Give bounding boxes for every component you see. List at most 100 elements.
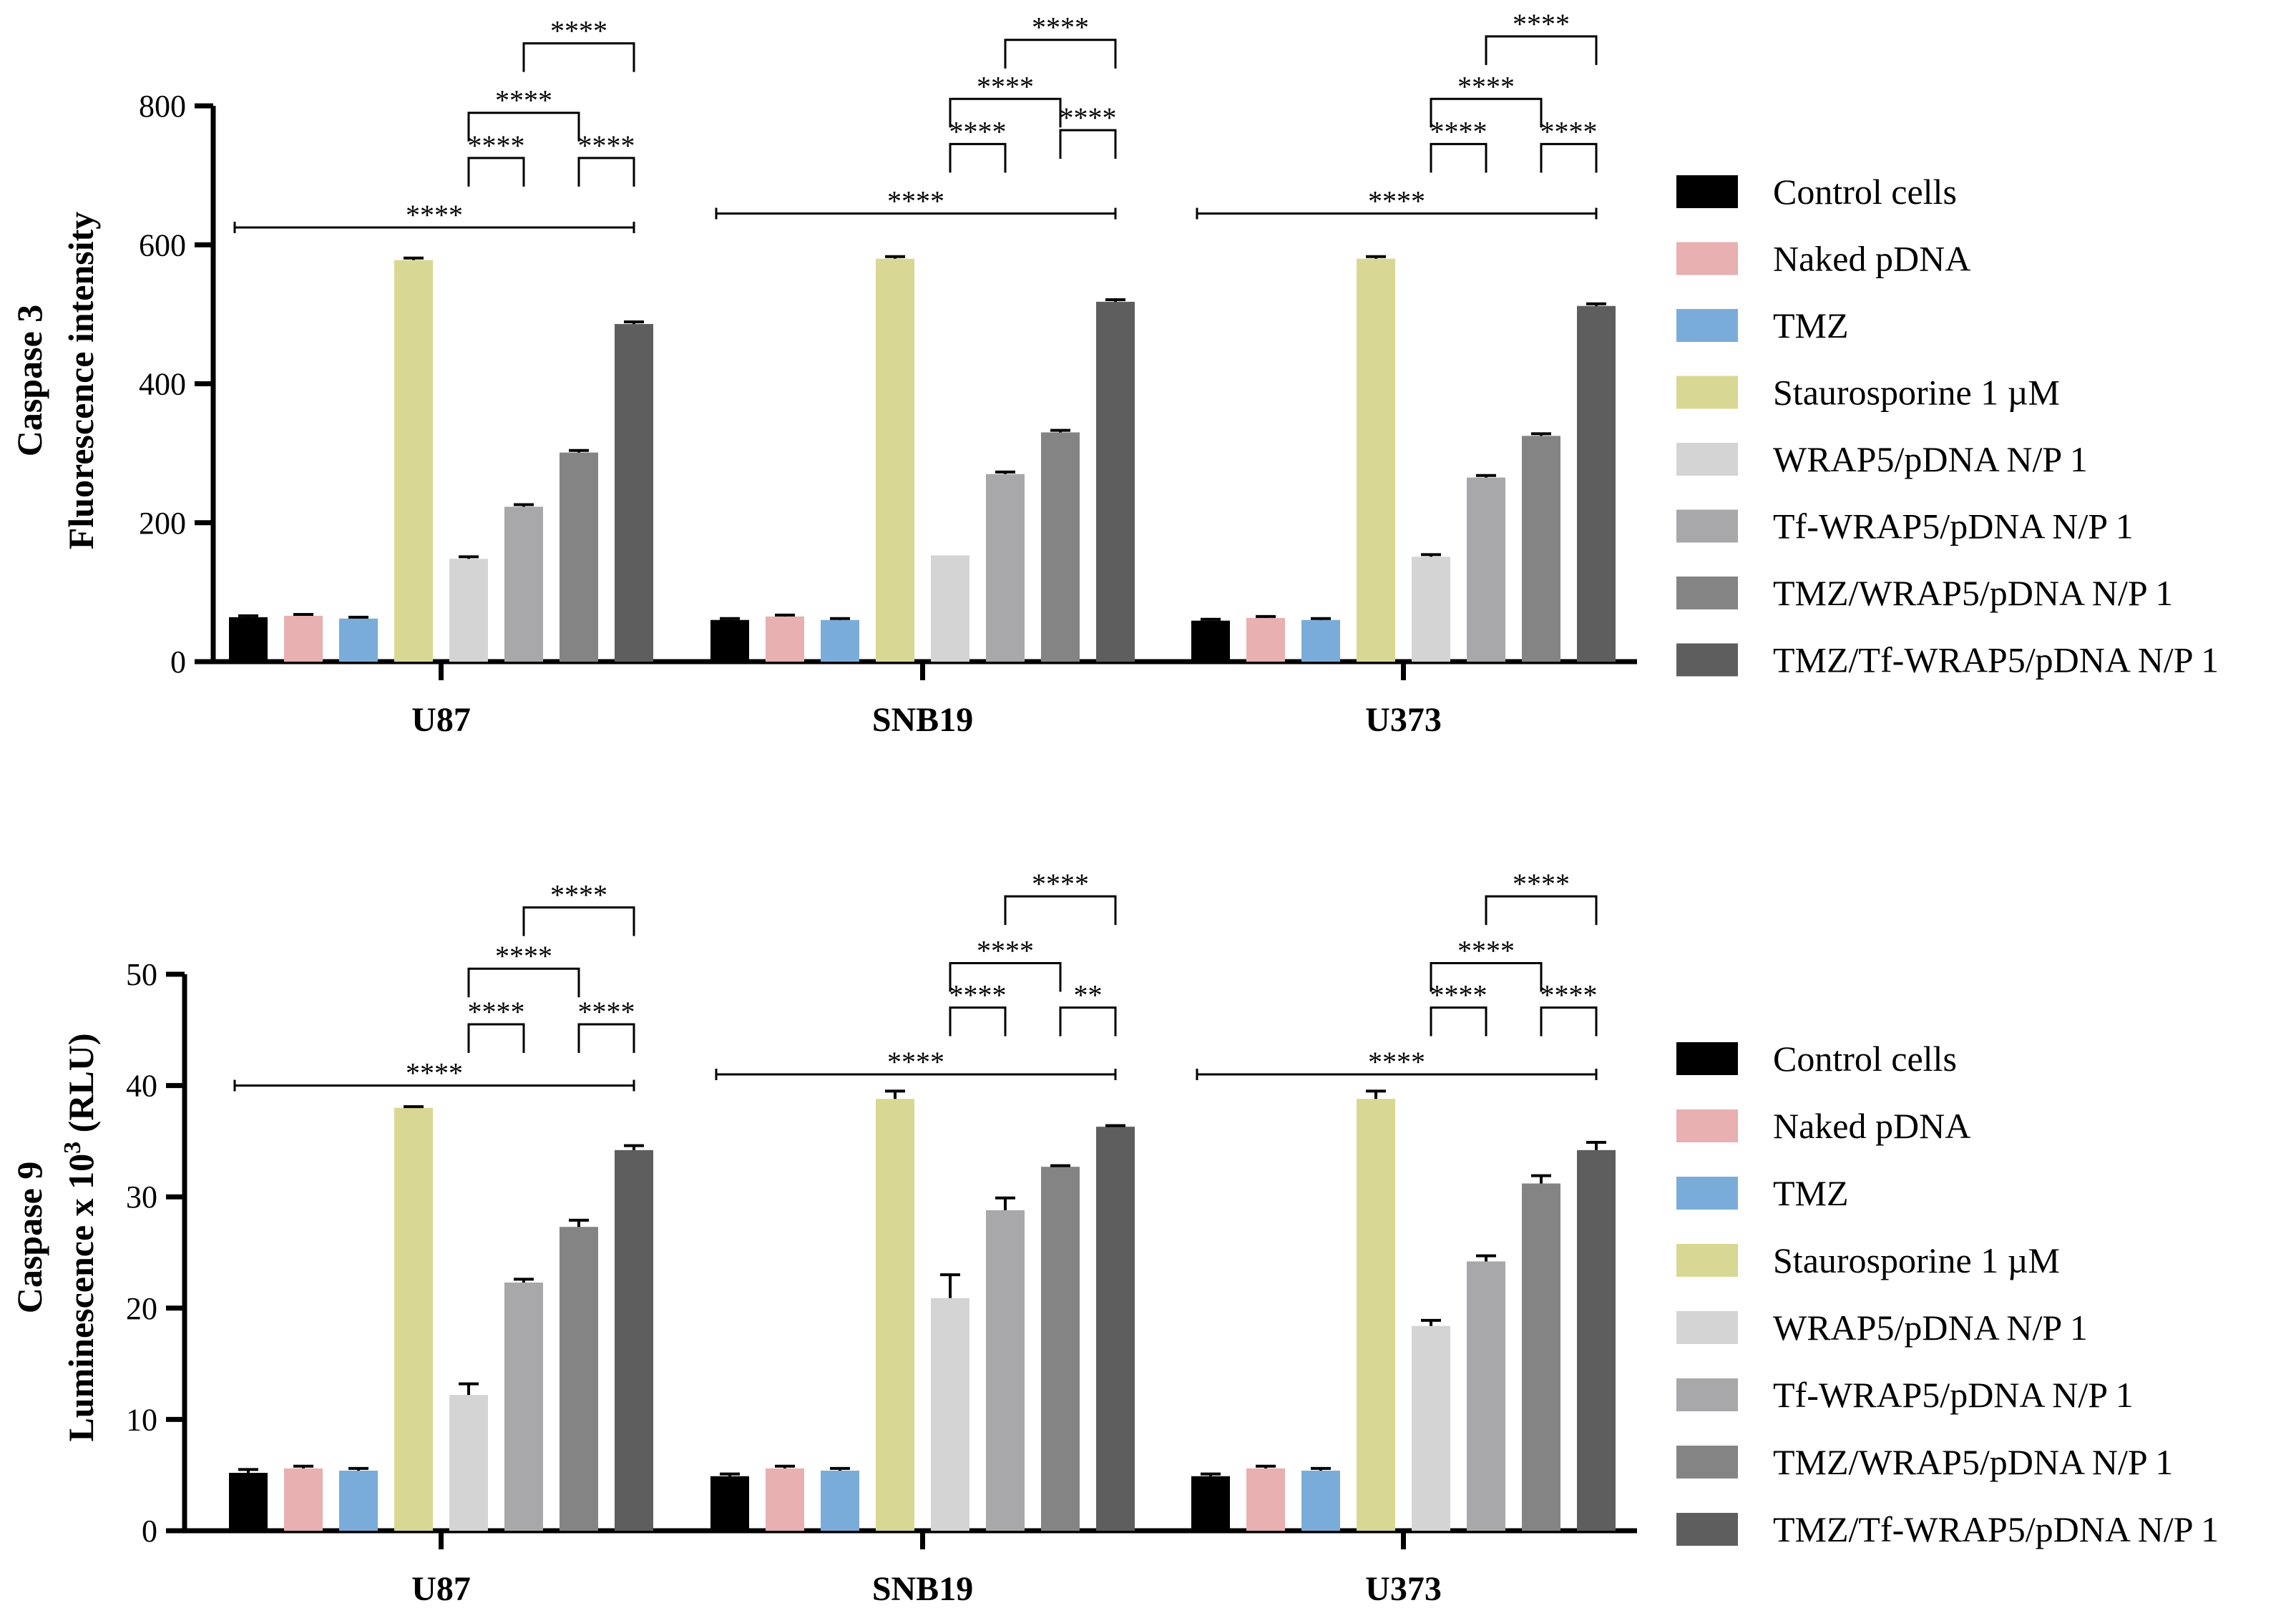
significance-bracket <box>1485 35 1598 65</box>
bar <box>986 474 1025 662</box>
y-tick-label: 10 <box>126 1402 157 1437</box>
significance-label: **** <box>1430 979 1487 1011</box>
bar <box>1522 436 1560 662</box>
legend-swatch <box>1676 1244 1738 1277</box>
significance-label: **** <box>1457 70 1515 102</box>
y-axis-title: Caspase 3 <box>9 305 49 457</box>
significance-bracket <box>1004 39 1117 69</box>
bar <box>1467 1261 1505 1531</box>
y-tick-label: 400 <box>139 367 186 402</box>
significance-label: **** <box>406 1057 463 1089</box>
legend-label: TMZ/WRAP5/pDNA N/P 1 <box>1773 1442 2173 1482</box>
significance-label: **** <box>578 996 635 1028</box>
bar <box>560 1227 598 1531</box>
legend-swatch <box>1676 443 1738 476</box>
bar <box>504 506 543 662</box>
significance-label: **** <box>1032 868 1089 900</box>
bar <box>229 1473 268 1531</box>
bar <box>1041 1167 1080 1531</box>
y-tick-label: 50 <box>126 957 157 992</box>
legend-label: Control cells <box>1773 1039 1957 1079</box>
significance-label: ** <box>1074 979 1103 1011</box>
x-tick-label: U373 <box>1365 1570 1442 1608</box>
legend-label: Staurosporine 1 µM <box>1773 1240 2060 1280</box>
significance-label: **** <box>977 70 1034 102</box>
significance-bracket <box>522 906 635 936</box>
bar <box>766 616 804 662</box>
significance-label: **** <box>1368 185 1425 217</box>
bar <box>1522 1183 1560 1531</box>
legend-label: WRAP5/pDNA N/P 1 <box>1773 439 2088 479</box>
bar <box>1577 1149 1616 1531</box>
significance-bracket <box>949 1006 1007 1036</box>
legend-label: Naked pDNA <box>1773 239 1970 279</box>
y-tick-label: 40 <box>126 1069 157 1104</box>
y-tick-label: 0 <box>142 1514 157 1549</box>
y-axis-subtitle: Luminescence x 103 (RLU) <box>59 1033 101 1441</box>
bar <box>821 1470 859 1531</box>
bar <box>1096 301 1135 662</box>
legend-label: Tf-WRAP5/pDNA N/P 1 <box>1773 506 2134 546</box>
y-tick-label: 800 <box>139 89 186 124</box>
bar <box>1246 1468 1285 1531</box>
bar <box>1301 1470 1340 1531</box>
bar <box>394 260 433 662</box>
x-tick-label: SNB19 <box>872 1570 973 1608</box>
bar <box>284 1468 323 1531</box>
significance-label: **** <box>1032 11 1089 44</box>
legend-label: Tf-WRAP5/pDNA N/P 1 <box>1773 1375 2134 1415</box>
bar <box>615 323 653 662</box>
legend-label: Control cells <box>1773 172 1957 212</box>
legend-swatch <box>1676 1042 1738 1075</box>
bar <box>339 1470 378 1531</box>
significance-label: **** <box>406 199 463 231</box>
significance-label: **** <box>495 940 552 972</box>
legend-label: TMZ/WRAP5/pDNA N/P 1 <box>1773 573 2173 613</box>
significance-bracket <box>577 1023 635 1054</box>
x-tick-label: U87 <box>411 1570 471 1608</box>
legend-label: TMZ/Tf-WRAP5/pDNA N/P 1 <box>1773 1509 2219 1549</box>
bar <box>1412 557 1450 662</box>
bar <box>1246 617 1285 662</box>
significance-label: **** <box>949 115 1007 147</box>
legend-label: Staurosporine 1 µM <box>1773 373 2060 413</box>
legend-swatch <box>1676 1513 1738 1546</box>
legend-swatch <box>1676 1311 1738 1344</box>
y-tick-label: 0 <box>170 644 186 680</box>
significance-bracket <box>1430 97 1543 128</box>
significance-bracket <box>949 142 1007 173</box>
bar <box>1191 620 1230 662</box>
bar <box>1357 258 1395 662</box>
bar <box>449 559 488 662</box>
significance-bracket <box>1059 1006 1117 1036</box>
bar <box>1577 305 1616 662</box>
bar <box>1191 1476 1230 1531</box>
significance-bracket <box>467 1023 525 1054</box>
significance-bracket <box>949 961 1062 992</box>
significance-label: **** <box>949 979 1007 1011</box>
significance-bracket <box>522 42 635 72</box>
significance-label: **** <box>1430 115 1487 147</box>
significance-bracket <box>1430 1006 1487 1036</box>
significance-label: **** <box>578 129 635 162</box>
legend-swatch <box>1676 643 1738 677</box>
significance-label: **** <box>1513 8 1570 40</box>
bar <box>1301 619 1340 662</box>
significance-label: **** <box>1540 979 1598 1011</box>
bar <box>931 555 969 662</box>
bar <box>710 1476 749 1531</box>
bar <box>710 619 749 662</box>
significance-bracket <box>1004 895 1117 926</box>
bar <box>821 619 859 662</box>
bar <box>1412 1325 1450 1531</box>
caspase3-panel: 0 200 400 600 800 Caspase 3 Fluorescence inten… <box>9 8 2219 739</box>
x-tick-label: U373 <box>1365 701 1442 739</box>
legend-swatch <box>1676 1177 1738 1210</box>
legend-swatch <box>1676 242 1738 275</box>
significance-label: **** <box>887 1046 944 1078</box>
bar <box>766 1468 804 1531</box>
significance-bracket <box>949 97 1062 128</box>
bar <box>615 1149 653 1531</box>
bar <box>394 1107 433 1531</box>
legend-swatch <box>1676 577 1738 609</box>
